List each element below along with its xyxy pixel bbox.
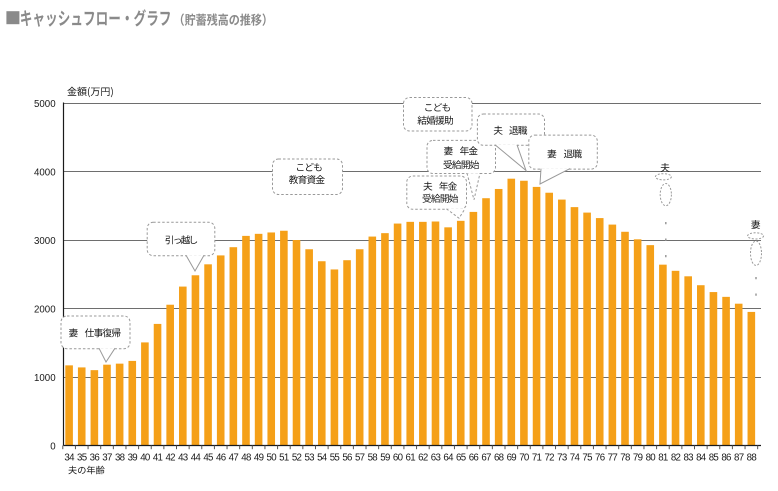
svg-text:36: 36 — [90, 453, 100, 464]
svg-text:57: 57 — [355, 453, 365, 464]
svg-text:77: 77 — [608, 453, 618, 464]
svg-text:61: 61 — [406, 453, 416, 464]
svg-text:38: 38 — [115, 453, 125, 464]
svg-text:5000: 5000 — [34, 99, 56, 110]
svg-text:1000: 1000 — [34, 373, 56, 384]
svg-text:72: 72 — [544, 453, 554, 464]
svg-text:81: 81 — [658, 453, 668, 464]
svg-text:68: 68 — [494, 453, 504, 464]
svg-text:84: 84 — [696, 453, 707, 464]
svg-text:49: 49 — [254, 453, 264, 464]
svg-text:2000: 2000 — [34, 304, 56, 315]
svg-text:43: 43 — [178, 453, 188, 464]
svg-text:45: 45 — [203, 453, 213, 464]
svg-text:44: 44 — [191, 453, 202, 464]
svg-text:85: 85 — [709, 453, 719, 464]
svg-text:42: 42 — [165, 453, 175, 464]
svg-text:34: 34 — [64, 453, 75, 464]
svg-text:40: 40 — [140, 453, 151, 464]
svg-text:78: 78 — [620, 453, 630, 464]
svg-text:58: 58 — [368, 453, 378, 464]
svg-text:65: 65 — [456, 453, 466, 464]
svg-text:69: 69 — [507, 453, 517, 464]
svg-text:63: 63 — [431, 453, 441, 464]
svg-text:37: 37 — [102, 453, 112, 464]
svg-text:73: 73 — [557, 453, 567, 464]
svg-text:46: 46 — [216, 453, 226, 464]
svg-text:67: 67 — [481, 453, 491, 464]
svg-text:60: 60 — [393, 453, 404, 464]
svg-text:80: 80 — [646, 453, 657, 464]
svg-text:55: 55 — [330, 453, 340, 464]
svg-text:50: 50 — [267, 453, 278, 464]
svg-text:71: 71 — [532, 453, 542, 464]
svg-text:35: 35 — [77, 453, 87, 464]
svg-text:70: 70 — [519, 453, 530, 464]
svg-text:62: 62 — [418, 453, 428, 464]
svg-text:41: 41 — [153, 453, 163, 464]
svg-text:79: 79 — [633, 453, 643, 464]
svg-text:87: 87 — [734, 453, 744, 464]
svg-text:88: 88 — [747, 453, 757, 464]
svg-text:82: 82 — [671, 453, 681, 464]
svg-text:75: 75 — [582, 453, 592, 464]
svg-text:59: 59 — [380, 453, 390, 464]
svg-text:0: 0 — [50, 441, 56, 452]
svg-text:86: 86 — [721, 453, 731, 464]
svg-text:83: 83 — [683, 453, 693, 464]
svg-text:39: 39 — [128, 453, 138, 464]
svg-text:48: 48 — [241, 453, 251, 464]
svg-text:76: 76 — [595, 453, 605, 464]
svg-text:56: 56 — [342, 453, 352, 464]
svg-text:4000: 4000 — [34, 167, 56, 178]
svg-text:51: 51 — [279, 453, 289, 464]
svg-text:74: 74 — [570, 453, 581, 464]
svg-text:66: 66 — [469, 453, 479, 464]
svg-text:53: 53 — [304, 453, 314, 464]
svg-text:64: 64 — [443, 453, 454, 464]
svg-text:54: 54 — [317, 453, 328, 464]
svg-text:52: 52 — [292, 453, 302, 464]
svg-text:3000: 3000 — [34, 236, 56, 247]
svg-text:47: 47 — [229, 453, 239, 464]
